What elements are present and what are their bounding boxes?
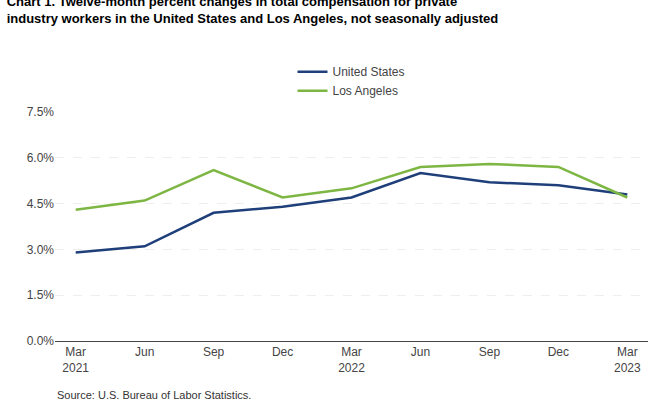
svg-text:Los Angeles: Los Angeles <box>333 84 398 98</box>
svg-text:4.5%: 4.5% <box>27 197 55 211</box>
svg-text:7.5%: 7.5% <box>27 105 55 119</box>
svg-text:Mar2023: Mar2023 <box>614 345 641 375</box>
svg-text:Sep: Sep <box>479 345 501 359</box>
svg-text:1.5%: 1.5% <box>27 288 55 302</box>
svg-text:Mar2021: Mar2021 <box>62 345 89 375</box>
svg-text:Source: U.S. Bureau of Labor S: Source: U.S. Bureau of Labor Statistics. <box>57 389 251 401</box>
svg-text:6.0%: 6.0% <box>27 151 55 165</box>
svg-text:Dec: Dec <box>548 345 569 359</box>
svg-text:3.0%: 3.0% <box>27 243 55 257</box>
svg-text:Jun: Jun <box>135 345 154 359</box>
svg-text:Dec: Dec <box>272 345 293 359</box>
svg-text:Mar2022: Mar2022 <box>338 345 365 375</box>
svg-text:Sep: Sep <box>203 345 225 359</box>
svg-text:Jun: Jun <box>411 345 430 359</box>
svg-text:United States: United States <box>333 65 405 79</box>
svg-text:0.0%: 0.0% <box>27 334 55 348</box>
svg-text:Chart 1. Twelve-month percent: Chart 1. Twelve-month percent changes in… <box>7 0 499 26</box>
